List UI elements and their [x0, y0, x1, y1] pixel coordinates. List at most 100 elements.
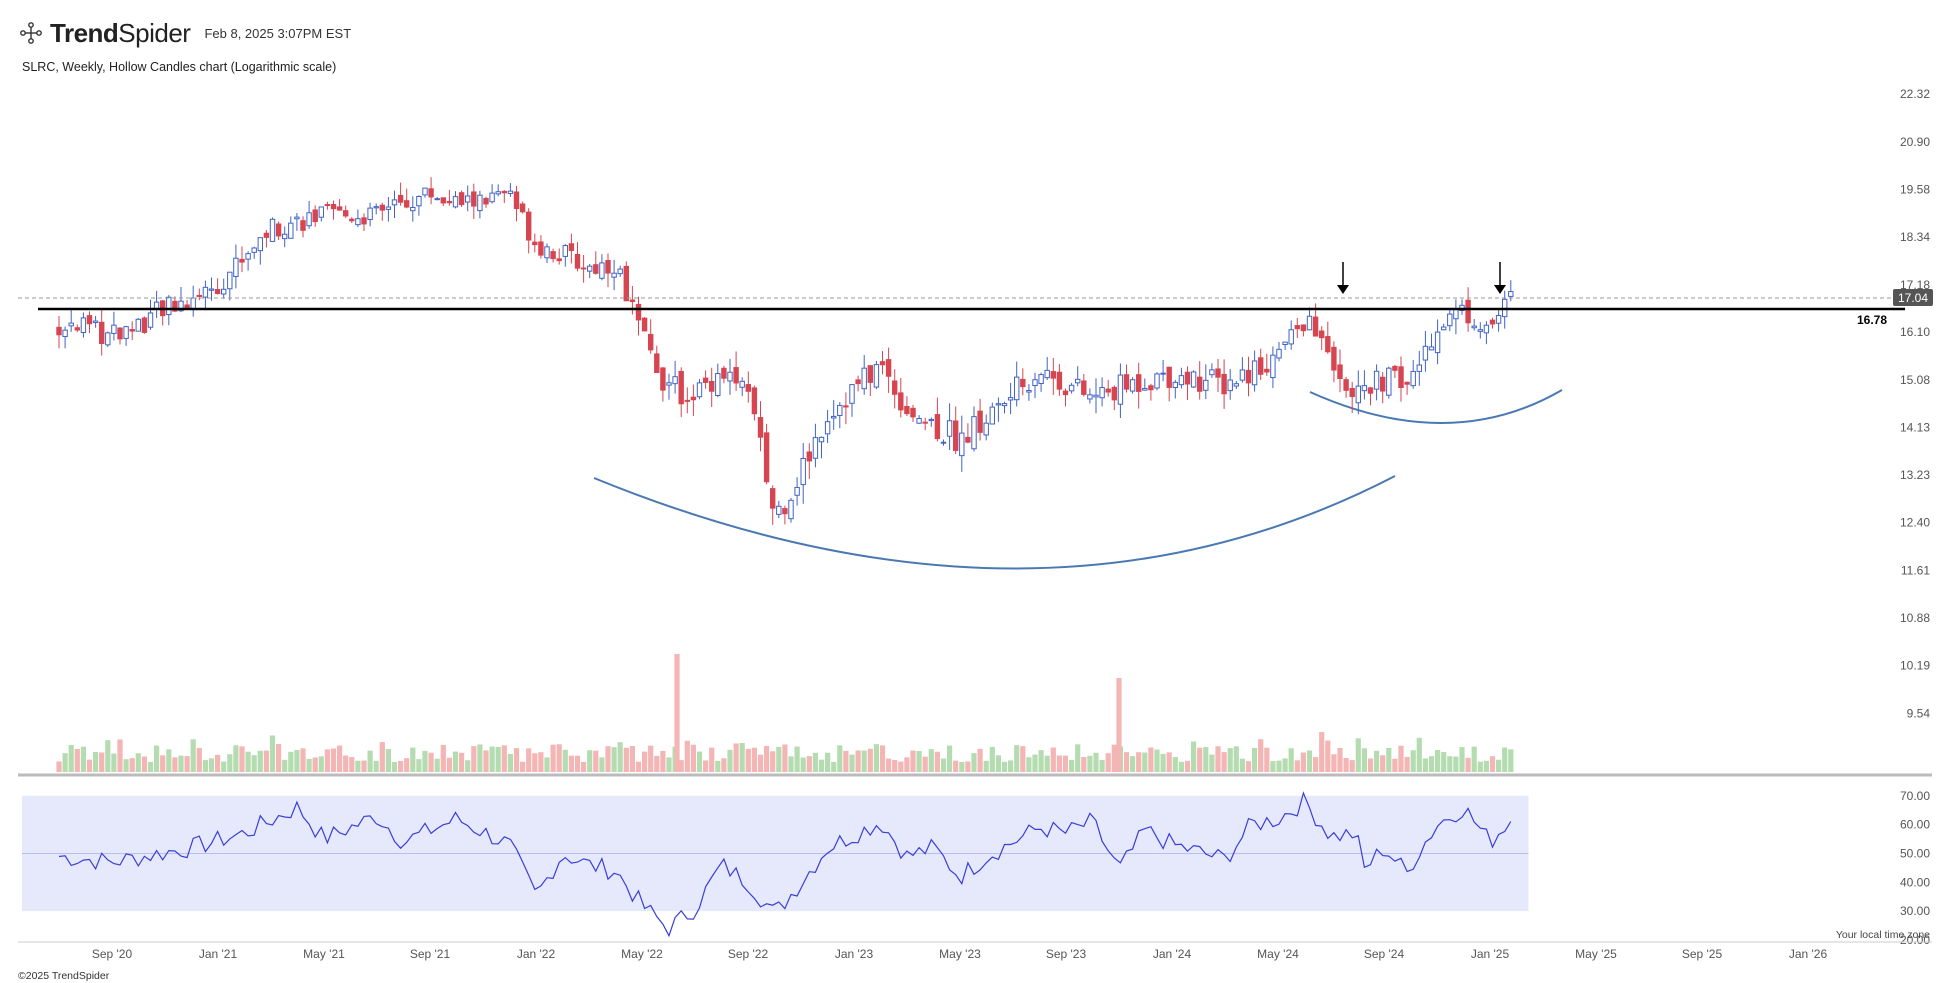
- candle-body: [1117, 374, 1124, 405]
- volume-bar: [989, 746, 995, 772]
- candle: [843, 392, 849, 425]
- volume-bar: [1154, 749, 1160, 772]
- candle-body: [141, 317, 148, 333]
- volume-bar: [934, 751, 940, 772]
- candle: [782, 505, 788, 525]
- x-tick-label: May '22: [621, 947, 663, 961]
- candle-body: [1178, 375, 1185, 386]
- volume-bar: [215, 754, 221, 772]
- candle: [1050, 358, 1056, 395]
- candle: [550, 248, 556, 263]
- candle-body: [1172, 381, 1178, 389]
- candle: [995, 397, 1002, 422]
- candle: [422, 187, 428, 198]
- candle-body: [709, 380, 715, 392]
- volume-bar: [1087, 755, 1093, 772]
- candle: [934, 397, 941, 442]
- x-tick-label: Jan '24: [1153, 947, 1192, 961]
- candle: [1014, 361, 1020, 407]
- volume-bar: [1081, 757, 1087, 772]
- candle: [1355, 370, 1361, 415]
- candle: [471, 183, 477, 220]
- candle: [1471, 319, 1477, 331]
- volume-bar: [1044, 755, 1050, 772]
- candle: [263, 229, 270, 248]
- y-tick-label: 13.23: [1900, 468, 1930, 482]
- candle-body: [739, 380, 745, 388]
- volume-bar: [404, 758, 410, 772]
- candle: [1251, 350, 1258, 392]
- volume-bar: [1014, 745, 1020, 772]
- volume-bar: [306, 758, 312, 772]
- volume-bar: [794, 746, 800, 772]
- candle: [892, 369, 898, 409]
- volume-bar: [141, 756, 147, 772]
- volume-bar: [263, 750, 269, 772]
- volume-bar: [1062, 755, 1069, 772]
- volume-bar: [904, 757, 910, 772]
- last-price-tag: 17.04: [1893, 289, 1933, 306]
- candle-body: [702, 377, 709, 383]
- candle: [715, 363, 721, 398]
- candle-body: [1093, 394, 1099, 398]
- candle-body: [587, 265, 593, 272]
- candle-body: [410, 206, 416, 212]
- candle-body: [294, 216, 300, 220]
- volume-bar: [568, 755, 574, 772]
- volume-bar: [995, 755, 1001, 772]
- candle: [440, 197, 447, 206]
- candle: [306, 200, 312, 229]
- candle: [1081, 373, 1087, 397]
- volume-spike-bar: [1116, 678, 1122, 772]
- candle: [1160, 359, 1166, 382]
- candle-body: [1489, 319, 1496, 325]
- candle: [1325, 321, 1331, 354]
- candle-body: [1404, 381, 1410, 385]
- rsi-tick-label: 20.00: [1900, 933, 1930, 947]
- volume-bar: [459, 752, 465, 772]
- candle: [605, 253, 611, 288]
- candle: [1154, 372, 1160, 391]
- candle: [1245, 356, 1252, 397]
- volume-bar: [1477, 761, 1483, 772]
- volume-bar: [849, 754, 855, 772]
- volume-bar: [1069, 759, 1075, 772]
- volume-bar: [1355, 738, 1361, 772]
- volume-bar: [129, 758, 135, 772]
- candle-body: [495, 191, 501, 195]
- candle: [1001, 401, 1008, 414]
- candle: [641, 317, 648, 332]
- volume-bar: [337, 745, 343, 772]
- candle: [727, 358, 733, 395]
- y-tick-label: 20.90: [1900, 135, 1930, 149]
- volume-bar: [605, 746, 611, 772]
- volume-bar: [416, 759, 422, 772]
- volume-bar: [135, 753, 141, 772]
- candle-body: [471, 191, 477, 207]
- candle: [580, 254, 587, 283]
- candle-body: [452, 196, 459, 208]
- candle: [1306, 307, 1313, 331]
- candle-body: [1508, 291, 1514, 297]
- candle: [635, 296, 642, 336]
- arrow-annotation-jun-24: [1337, 262, 1349, 294]
- candle-body: [593, 264, 599, 274]
- volume-bar: [800, 757, 806, 772]
- candle-body: [1129, 379, 1136, 392]
- x-tick-label: Jan '23: [835, 947, 874, 961]
- candle: [1178, 367, 1185, 389]
- volume-bar: [1032, 754, 1038, 772]
- candle-body: [629, 299, 636, 302]
- volume-bar: [715, 760, 721, 772]
- candle-body: [1245, 369, 1252, 384]
- candle: [458, 190, 465, 208]
- volume-bar: [1489, 756, 1496, 772]
- candle: [678, 367, 684, 418]
- candle-body: [611, 272, 617, 278]
- candle: [135, 317, 142, 332]
- candle: [959, 415, 965, 472]
- candle: [343, 205, 349, 218]
- candle-body: [288, 222, 294, 239]
- candle-body: [324, 203, 331, 206]
- candle: [1227, 369, 1233, 400]
